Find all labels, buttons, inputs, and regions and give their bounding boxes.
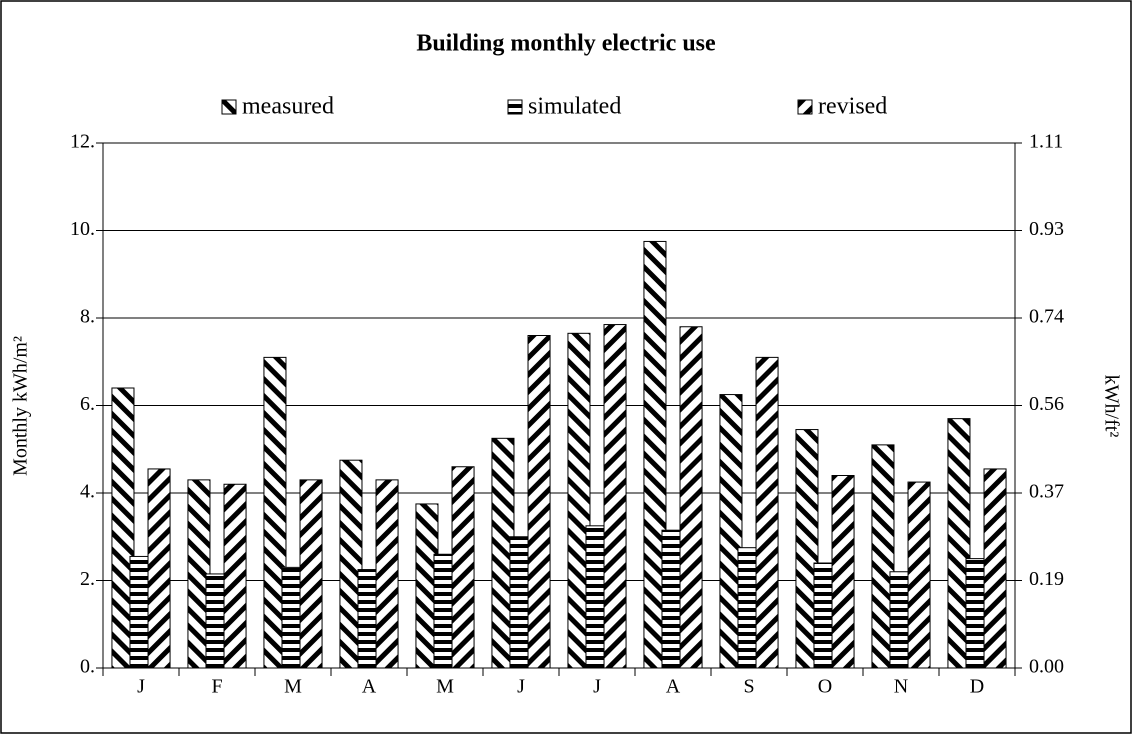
y-tick-label: 2. — [80, 568, 95, 590]
y2-tick-label: 1.11 — [1029, 131, 1063, 153]
x-tick-label: N — [894, 676, 908, 698]
bar — [603, 324, 627, 669]
bar — [907, 481, 931, 669]
y-tick-label: 6. — [80, 393, 95, 415]
y2-tick-label: 0.37 — [1029, 481, 1064, 503]
y2-tick-label: 0.19 — [1029, 568, 1064, 590]
legend-label: revised — [818, 94, 887, 120]
bar — [223, 483, 247, 669]
x-tick-label: A — [362, 676, 377, 698]
y-tick-label: 0. — [80, 656, 95, 678]
legend-swatch — [507, 99, 523, 115]
bar — [451, 466, 475, 669]
y-axis-title: Monthly kWh/m² — [10, 336, 32, 476]
y-tick-label: 8. — [80, 306, 95, 328]
bar — [527, 335, 551, 669]
legend-swatch — [797, 99, 813, 115]
legend-label: measured — [242, 94, 334, 120]
x-tick-label: J — [517, 676, 525, 698]
bar — [755, 356, 779, 669]
x-tick-label: F — [211, 676, 222, 698]
legend-swatch — [221, 99, 237, 115]
bar — [679, 326, 703, 669]
chart-title: Building monthly electric use — [416, 31, 716, 57]
y2-tick-label: 0.56 — [1029, 393, 1064, 415]
legend-label: simulated — [528, 94, 621, 120]
x-tick-label: D — [970, 676, 984, 698]
x-tick-label: O — [818, 676, 832, 698]
bar — [299, 479, 323, 669]
bar — [983, 468, 1007, 669]
x-tick-label: M — [436, 676, 454, 698]
x-tick-label: A — [666, 676, 681, 698]
y2-tick-label: 0.00 — [1029, 656, 1064, 678]
x-tick-label: J — [137, 676, 145, 698]
y-tick-label: 4. — [80, 481, 95, 503]
bar — [375, 479, 399, 669]
bar — [831, 475, 855, 669]
y2-tick-label: 0.93 — [1029, 218, 1064, 240]
plot-border — [102, 142, 1016, 669]
y2-tick-label: 0.74 — [1029, 306, 1064, 328]
y-tick-label: 10. — [70, 218, 95, 240]
x-tick-label: M — [284, 676, 302, 698]
x-tick-label: J — [593, 676, 601, 698]
y2-axis-title: kWh/ft² — [1100, 375, 1122, 438]
x-tick-label: S — [743, 676, 754, 698]
y-tick-label: 12. — [70, 131, 95, 153]
bar — [147, 468, 171, 669]
